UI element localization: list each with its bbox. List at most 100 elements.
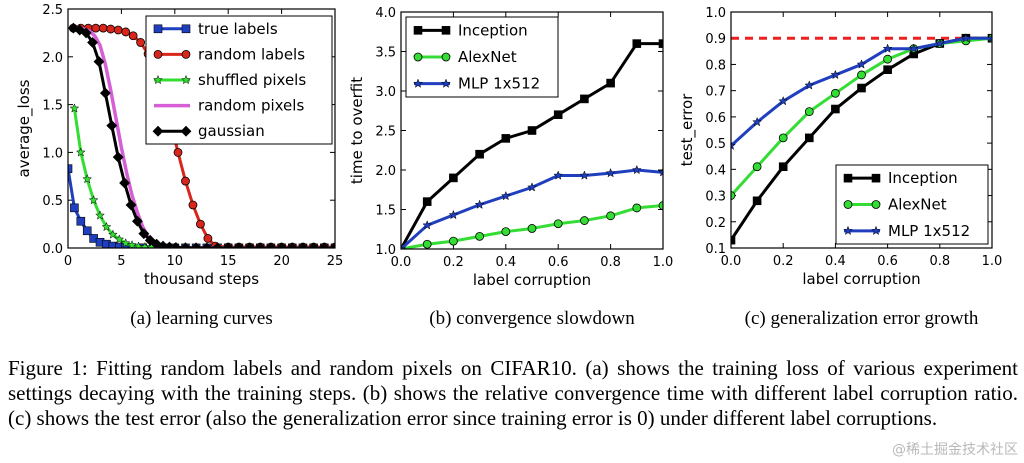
data-point [501, 227, 511, 237]
data-point [778, 162, 788, 172]
data-point [883, 65, 892, 74]
data-point [121, 27, 131, 37]
y-axis-label: test_error [678, 93, 697, 166]
y-axis-label: time to overfit [348, 77, 366, 184]
legend-marker [181, 24, 191, 34]
data-point [553, 110, 563, 119]
chart-panel-1: 0 5 10 15 20 25 0.0 0.5 1.0 1.5 2.0 2.5 thousand ste… [15, 3, 343, 329]
data-point [752, 116, 763, 127]
data-point [138, 228, 150, 240]
data-point [658, 39, 663, 48]
data-point [106, 24, 116, 34]
series-group [401, 39, 663, 249]
figure-panels: 0 5 10 15 20 25 0.0 0.5 1.0 1.5 2.0 2.5 thousand ste… [15, 3, 1002, 329]
legend-marker [871, 200, 881, 209]
legend-label: Inception [888, 169, 958, 187]
data-point [190, 242, 202, 248]
data-point [527, 224, 537, 233]
y-tick-label: 1.5 [375, 204, 396, 219]
y-tick-label: 0.7 [705, 85, 726, 100]
data-point [69, 103, 80, 113]
data-point [82, 173, 93, 184]
plot-frame [67, 8, 336, 249]
data-point [125, 199, 137, 211]
data-point [527, 126, 537, 135]
legend-label: random labels [198, 45, 305, 63]
data-point [203, 234, 213, 243]
x-tick-label: 0.2 [443, 255, 464, 270]
data-point [883, 54, 892, 64]
panel-subcaption: (a) learning curves [130, 308, 272, 329]
legend-marker [871, 173, 881, 183]
legend-marker [153, 50, 163, 59]
legend-marker [441, 52, 451, 62]
data-point [527, 182, 537, 192]
data-point [88, 194, 99, 205]
data-point [606, 211, 615, 221]
data-point [212, 242, 223, 248]
y-tick-label: 1.0 [375, 243, 396, 258]
x-tick-label: 0.8 [929, 254, 950, 269]
data-point [830, 69, 841, 80]
data-point [80, 27, 92, 39]
y-tick-label: 0.4 [705, 163, 726, 178]
chart-panel-2: 0.0 0.2 0.4 0.6 0.8 1.0 1.0 1.5 2.0 2.5 3.0 3.5 4.0 l… [348, 6, 673, 329]
legend-marker [413, 78, 423, 88]
data-point [882, 43, 893, 53]
data-point [188, 200, 198, 210]
x-tick-label: 0.2 [773, 254, 794, 269]
x-axis-label: label corruption [802, 270, 920, 288]
data-point [318, 242, 330, 248]
legend-marker [413, 52, 423, 62]
data-point [276, 242, 288, 248]
legend-marker [153, 74, 163, 85]
y-tick-label: 1.0 [42, 146, 63, 161]
data-point [308, 242, 320, 248]
y-tick-label: 0.6 [705, 111, 726, 126]
y-tick-label: 3.0 [375, 85, 396, 100]
y-tick-label: 0.2 [705, 216, 726, 231]
y-tick-label: 0.0 [42, 242, 63, 257]
x-tick-label: 10 [167, 254, 184, 269]
series-group [731, 33, 992, 245]
data-point [139, 241, 150, 248]
data-point [422, 239, 432, 249]
y-tick-label: 0.1 [705, 242, 726, 257]
data-point [95, 210, 105, 220]
data-point [329, 242, 335, 248]
x-tick-label: 20 [273, 254, 290, 269]
data-point [286, 242, 298, 248]
data-point [934, 38, 945, 48]
data-point [180, 242, 191, 248]
y-tick-label: 0.5 [705, 137, 726, 152]
legend-marker [843, 173, 853, 183]
data-point [170, 242, 182, 248]
x-tick-label: 25 [327, 254, 344, 269]
series-line [68, 168, 335, 248]
data-point [91, 23, 101, 33]
legend-marker [843, 225, 853, 236]
panel-subcaption: (c) generalization error growth [745, 308, 979, 329]
x-tick-label: 15 [220, 254, 237, 269]
legend-marker [153, 24, 163, 34]
data-point [133, 241, 144, 248]
data-point [422, 197, 432, 206]
legend-marker [441, 78, 451, 88]
y-tick-label: 3.5 [375, 46, 396, 61]
legend-marker [180, 125, 192, 137]
data-point [254, 242, 266, 248]
legend-label: MLP 1x512 [458, 75, 540, 93]
data-point [233, 242, 245, 248]
data-point [804, 80, 815, 90]
legend-label: gaussian [198, 122, 265, 140]
legend-label: shuffled pixels [198, 71, 306, 89]
x-tick-label: 5 [117, 254, 125, 269]
legend-label: true labels [198, 20, 278, 38]
data-point [579, 170, 590, 180]
data-point [106, 120, 118, 132]
data-point [107, 229, 118, 239]
y-tick-label: 2.0 [375, 164, 396, 179]
legend-label: AlexNet [888, 196, 947, 214]
y-tick-label: 1.0 [705, 6, 726, 21]
data-point [448, 209, 459, 220]
